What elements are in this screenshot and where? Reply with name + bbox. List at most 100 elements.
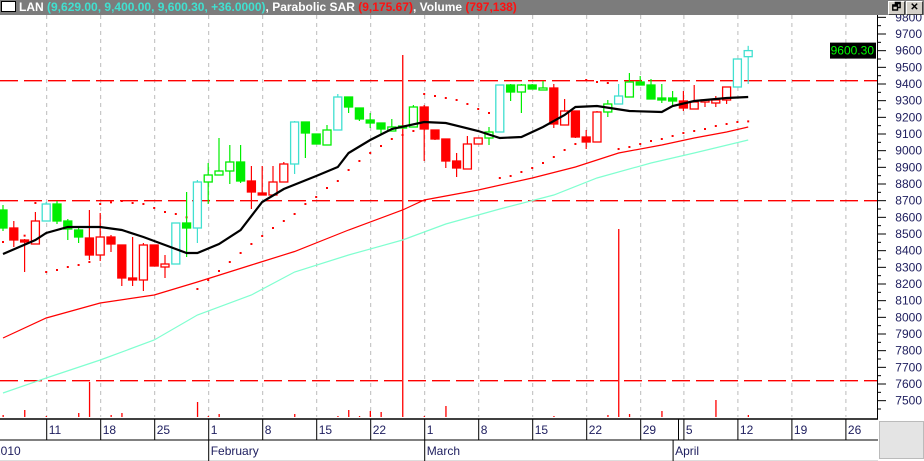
- candle-body: [430, 129, 440, 140]
- candle: [505, 84, 516, 101]
- candle: [646, 79, 656, 100]
- candle: [732, 58, 743, 88]
- volume-bar: [110, 415, 112, 417]
- sar-dot: [282, 220, 285, 222]
- y-tick-label: 9500: [895, 60, 922, 74]
- sar-dot: [498, 177, 501, 179]
- volume-bar: [423, 416, 425, 417]
- candle-body: [365, 119, 375, 124]
- candle: [192, 180, 203, 243]
- sar-dot: [725, 123, 728, 125]
- volume-bar: [45, 416, 47, 417]
- sar-dot: [617, 148, 620, 150]
- candle: [9, 221, 19, 247]
- sar-dot: [218, 270, 220, 272]
- y-tick-label: 9800: [895, 15, 922, 24]
- candle: [689, 85, 699, 110]
- candle: [225, 145, 235, 184]
- x-tick-label: 8: [481, 423, 488, 437]
- volume-bar: [294, 414, 296, 417]
- close-icon[interactable]: ✕: [906, 1, 923, 15]
- candle-body: [549, 87, 559, 125]
- candle: [581, 130, 591, 149]
- sar-dot: [250, 243, 253, 245]
- candle: [657, 84, 667, 103]
- candle-body: [376, 122, 386, 130]
- volume-bar: [218, 414, 220, 417]
- candle: [279, 162, 289, 183]
- x-tick-label: 19: [794, 423, 808, 437]
- candle-body: [408, 106, 419, 128]
- x-tick-label: 15: [319, 423, 333, 437]
- candle-body: [63, 220, 73, 230]
- candle-body: [203, 174, 213, 183]
- corner-panel: [879, 421, 924, 459]
- volume-value: (797,138): [465, 0, 517, 14]
- volume-bar: [380, 412, 382, 417]
- candle: [441, 138, 451, 168]
- sar-dot: [45, 271, 48, 273]
- sar-dot: [682, 132, 685, 134]
- x-tick-label: 15: [535, 423, 549, 437]
- candle-body: [300, 121, 311, 134]
- candle: [322, 125, 332, 146]
- moving-average-line-cyan: [2, 139, 749, 394]
- restore-icon[interactable]: 🗗: [888, 1, 905, 15]
- sar-dot: [552, 156, 555, 158]
- candle-body: [721, 86, 732, 101]
- sar-dot: [455, 99, 458, 101]
- y-tick-label: 7700: [895, 360, 922, 374]
- sar-dot: [326, 187, 328, 189]
- candle: [257, 166, 267, 196]
- candle: [300, 121, 311, 158]
- candle-body: [279, 163, 289, 183]
- volume-bar: [628, 414, 631, 417]
- sar-dot: [477, 108, 480, 110]
- candle: [570, 110, 581, 138]
- candle: [63, 219, 73, 240]
- sar-dot: [423, 93, 426, 95]
- volume-bar: [607, 415, 609, 417]
- x-tick-label: 8: [265, 423, 272, 437]
- candle: [268, 166, 278, 196]
- sar-dot: [596, 81, 598, 83]
- sar-dot: [142, 203, 145, 205]
- y-tick-label: 8500: [895, 227, 922, 241]
- candle-body: [495, 84, 505, 133]
- candle: [592, 111, 602, 143]
- candle-body: [657, 97, 667, 101]
- candle-body: [581, 136, 591, 143]
- sar-dot: [77, 264, 80, 266]
- candle: [613, 84, 624, 105]
- candle: [203, 163, 213, 204]
- volume-bar: [2, 415, 4, 417]
- candle-body: [160, 263, 170, 268]
- sar-dot: [650, 140, 652, 142]
- x-tick-label: 18: [103, 423, 117, 437]
- ohlc-values: (9,629.00, 9,400.00, 9,600.30, +36.0000): [47, 0, 266, 14]
- candle: [149, 244, 159, 267]
- volume-bar: [747, 415, 749, 417]
- sar-dot: [531, 167, 534, 169]
- x-tick-label: 26: [848, 423, 862, 437]
- sar-dot: [153, 207, 156, 209]
- sar-dot: [304, 203, 307, 205]
- candle-body: [149, 244, 159, 267]
- candle: [311, 133, 321, 145]
- candle: [127, 237, 138, 286]
- candle-body: [354, 107, 365, 120]
- symbol-label: LAN: [19, 0, 44, 14]
- sar-dot: [466, 103, 469, 105]
- candle: [52, 201, 62, 224]
- price-chart: 7500 7600 7700 7800 7900 8000 8100 8200 8300 8400…: [0, 15, 922, 461]
- candle-body: [0, 209, 8, 229]
- sar-dot: [207, 279, 210, 281]
- sar-dot: [174, 213, 177, 215]
- candle-body: [732, 58, 743, 88]
- candle-body: [41, 203, 51, 222]
- candle: [365, 113, 375, 128]
- moving-average-line-black: [2, 95, 749, 256]
- volume-bar: [715, 400, 717, 417]
- volume-bar: [121, 413, 123, 417]
- x-tick-label: 29: [643, 423, 657, 437]
